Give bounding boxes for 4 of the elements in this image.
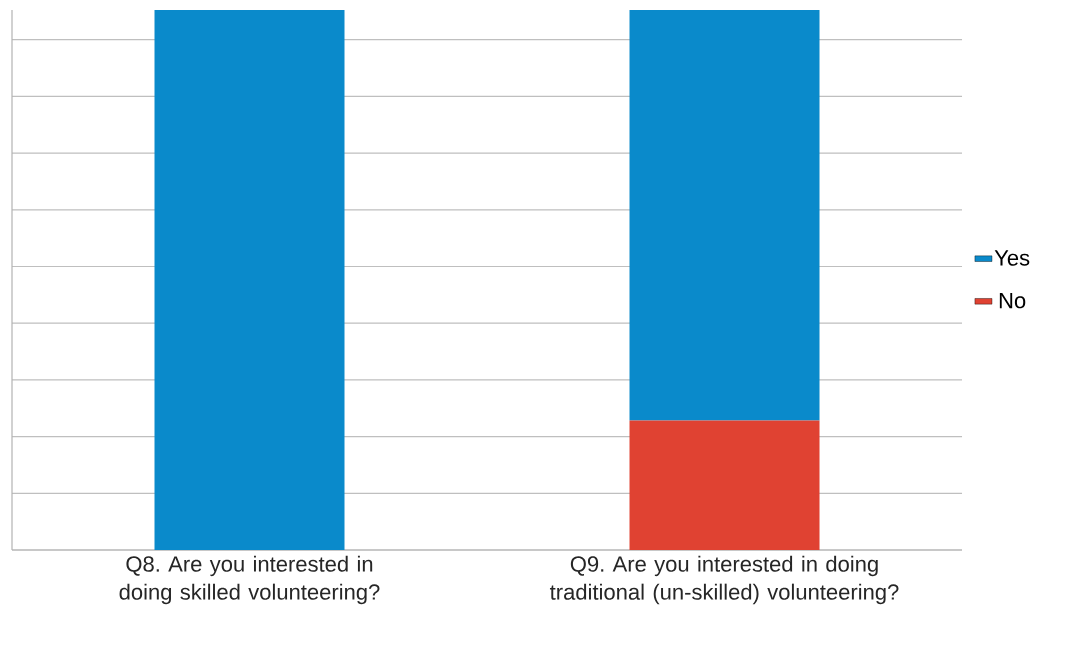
x-tick-label: Q8. Are you interested in doing skilled volunteering?: [119, 555, 380, 605]
legend-label: Yes: [994, 250, 1030, 266]
legend-label: No: [999, 293, 1026, 309]
x-tick-label: Q9. Are you interested in doing traditional (un-skilled) volunteering?: [549, 555, 899, 605]
